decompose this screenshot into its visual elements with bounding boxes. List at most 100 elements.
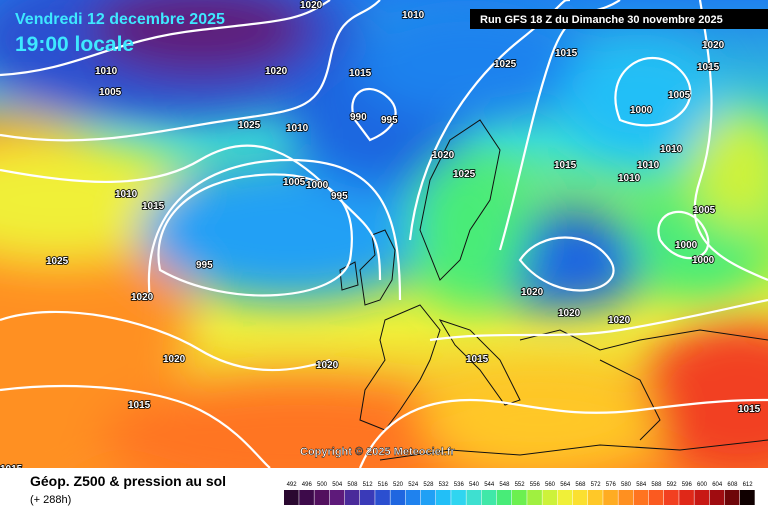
isobar-label: 995 (196, 260, 213, 271)
scale-value: 568 (575, 482, 586, 488)
scale-swatch (740, 490, 755, 505)
scale-swatch (314, 490, 330, 505)
isobar-label: 1010 (115, 189, 138, 200)
isobar-label: 1015 (466, 354, 489, 365)
isobar-label: 1025 (238, 120, 261, 131)
scale-value: 592 (667, 482, 678, 488)
scale-swatch (633, 490, 649, 505)
scale-value: 496 (302, 482, 313, 488)
scale-value: 504 (332, 482, 343, 488)
scale-value: 584 (636, 482, 647, 488)
scale-value: 612 (743, 482, 754, 488)
valid-time: 19:00 locale (15, 33, 134, 56)
scale-swatch (405, 490, 421, 505)
scale-swatch (709, 490, 725, 505)
isobar-label: 1015 (697, 62, 720, 73)
scale-value: 560 (545, 482, 556, 488)
isobar-label: 1015 (738, 404, 761, 415)
isobar-label: 1020 (316, 360, 339, 371)
color-scale: 492 496 500 504 508 512 516 520 524 528 532 536 540 5… (284, 482, 755, 505)
scale-swatch (557, 490, 573, 505)
isobar-label: 1015 (349, 68, 372, 79)
run-box (470, 9, 768, 29)
scale-swatch (481, 490, 497, 505)
scale-value: 520 (393, 482, 404, 488)
scale-swatch (527, 490, 542, 505)
valid-date: Vendredi 12 decembre 2025 (15, 11, 225, 28)
isobar-label: 1000 (692, 255, 715, 266)
scale-value: 564 (560, 482, 571, 488)
scale-value: 544 (484, 482, 495, 488)
scale-swatch (679, 490, 694, 505)
scale-value: 580 (621, 482, 632, 488)
scale-value: 500 (317, 482, 328, 488)
scale-swatch (451, 490, 466, 505)
scale-swatch (496, 490, 512, 505)
scale-swatch (390, 490, 406, 505)
scale-value: 492 (287, 482, 298, 488)
isobar-label: 1015 (142, 201, 165, 212)
legend-lead: (+ 288h) (30, 494, 71, 506)
copyright: Copyright © 2025 Meteociel.fr (300, 446, 456, 458)
scale-swatch (466, 490, 482, 505)
scale-swatch (329, 490, 345, 505)
scale-value: 552 (515, 482, 526, 488)
isobar-label: 1010 (618, 173, 641, 184)
isobar-label: 995 (331, 191, 348, 202)
scale-swatch (724, 490, 740, 505)
isobar-label: 990 (350, 112, 367, 123)
scale-value: 600 (697, 482, 708, 488)
scale-swatch (360, 490, 375, 505)
isobar-label: 1005 (668, 90, 691, 101)
isobar-label: 1020 (521, 287, 544, 298)
isobar-label: 1020 (131, 292, 154, 303)
scale-value: 540 (469, 482, 480, 488)
isobar-label: 1000 (675, 240, 698, 251)
scale-swatch (344, 490, 360, 505)
scale-value: 536 (454, 482, 465, 488)
isobar-label: 1020 (163, 354, 186, 365)
scale-value: 548 (499, 482, 510, 488)
scale-swatch (694, 490, 710, 505)
isobar-label: 1015 (555, 48, 578, 59)
scale-swatch (375, 490, 390, 505)
scale-value: 528 (423, 482, 434, 488)
scale-value: 596 (682, 482, 693, 488)
isobar-label: 1010 (637, 160, 660, 171)
scale-value: 512 (363, 482, 374, 488)
scale-swatch (542, 490, 558, 505)
scale-swatch (648, 490, 664, 505)
isobar-label: 1025 (46, 256, 69, 267)
isobar-label: 1010 (402, 10, 425, 21)
isobar-label: 1020 (608, 315, 631, 326)
scale-value: 508 (347, 482, 358, 488)
isobar-labels: 1020 1010 1015 1020 1015 1010 1005 1025 1020 1015… (0, 0, 761, 475)
isobar-label: 1020 (300, 0, 323, 11)
isobar-label: 1025 (453, 169, 476, 180)
scale-swatch (436, 490, 451, 505)
isobar-label: 1000 (630, 105, 653, 116)
scale-swatch (588, 490, 603, 505)
isobar-label: 1015 (554, 160, 577, 171)
scale-swatch (299, 490, 314, 505)
legend-title: Géop. Z500 & pression au sol (30, 473, 226, 489)
isobar-label: 1020 (558, 308, 581, 319)
scale-value: 572 (591, 482, 602, 488)
isobar-label: 995 (381, 115, 398, 126)
isobar-label: 1005 (283, 177, 306, 188)
scale-value: 556 (530, 482, 541, 488)
scale-swatch (420, 490, 436, 505)
isobar-label: 1015 (0, 464, 23, 475)
scale-value: 588 (651, 482, 662, 488)
scale-value: 516 (378, 482, 389, 488)
isobar-label: 1005 (693, 205, 716, 216)
isobar-label: 1005 (99, 87, 122, 98)
scale-swatch (618, 490, 634, 505)
scale-value: 604 (712, 482, 723, 488)
scale-value: 576 (606, 482, 617, 488)
scale-swatch (603, 490, 618, 505)
isobar-label: 1020 (265, 66, 288, 77)
isobar-label: 1010 (95, 66, 118, 77)
